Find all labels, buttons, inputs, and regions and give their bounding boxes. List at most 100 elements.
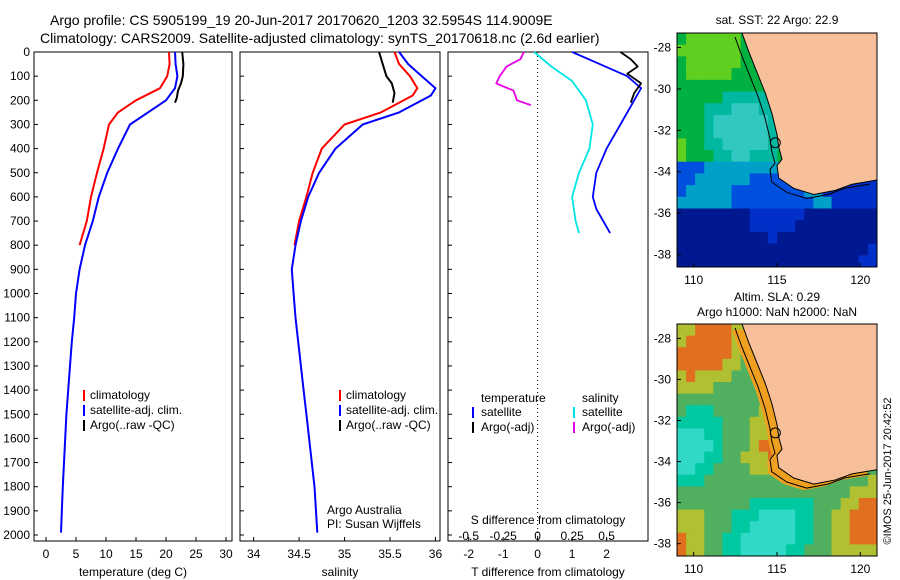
field-cell bbox=[731, 185, 742, 198]
field-cell bbox=[722, 416, 733, 429]
field-cell bbox=[677, 324, 687, 337]
field-cell bbox=[731, 114, 742, 128]
field-cell bbox=[695, 324, 705, 337]
field-cell bbox=[749, 103, 760, 116]
map-y-tick-label: -34 bbox=[654, 455, 672, 469]
field-cell bbox=[686, 68, 696, 81]
field-cell bbox=[731, 393, 742, 406]
field-cell bbox=[713, 114, 723, 128]
field-cell bbox=[831, 521, 842, 534]
field-cell bbox=[804, 208, 814, 221]
panel-frame-temperature bbox=[33, 51, 233, 542]
field-cell bbox=[704, 370, 714, 383]
field-cell bbox=[731, 451, 742, 464]
x-tick-label: 1 bbox=[569, 547, 576, 561]
field-cell bbox=[695, 544, 705, 556]
field-cell bbox=[722, 486, 733, 499]
panel-frame-salinity bbox=[239, 51, 441, 542]
x-tick-label: 15 bbox=[129, 547, 143, 561]
field-cell bbox=[767, 196, 778, 209]
field-cell bbox=[677, 208, 687, 221]
field-cell bbox=[722, 126, 733, 139]
x-axis-label: temperature (deg C) bbox=[79, 565, 187, 579]
field-cell bbox=[704, 463, 714, 476]
field-cell bbox=[704, 56, 714, 69]
field-cell bbox=[731, 103, 742, 116]
field-cell bbox=[758, 126, 769, 139]
field-cell bbox=[767, 474, 778, 487]
legend-entry: satellite-adj. clim. bbox=[90, 403, 182, 417]
field-cell bbox=[695, 474, 705, 487]
field-cell bbox=[677, 498, 687, 511]
field-cell bbox=[704, 405, 714, 418]
field-cell bbox=[731, 56, 742, 69]
field-cell bbox=[740, 393, 751, 406]
y-tick-label: 1400 bbox=[3, 383, 30, 397]
field-cell bbox=[686, 474, 696, 487]
field-cell bbox=[858, 498, 869, 511]
field-cell bbox=[795, 486, 805, 499]
field-cell bbox=[677, 56, 687, 69]
field-cell bbox=[777, 532, 787, 545]
field-cell bbox=[695, 486, 705, 499]
field-cell bbox=[822, 498, 833, 511]
field-cell bbox=[858, 474, 869, 487]
field-cell bbox=[749, 243, 760, 256]
x-tick-label: 25 bbox=[189, 547, 203, 561]
field-cell bbox=[758, 428, 769, 441]
field-cell bbox=[758, 150, 769, 163]
legend-entry: Argo(-adj) bbox=[582, 420, 635, 434]
field-cell bbox=[704, 103, 714, 116]
field-cell bbox=[867, 521, 877, 534]
field-cell bbox=[713, 532, 723, 545]
field-cell bbox=[677, 173, 687, 186]
field-cell bbox=[731, 91, 742, 104]
map-y-tick-label: -36 bbox=[654, 206, 672, 220]
field-cell bbox=[731, 208, 742, 221]
field-cell bbox=[695, 255, 705, 267]
field-cell bbox=[695, 33, 705, 46]
field-cell bbox=[740, 486, 751, 499]
field-cell bbox=[749, 393, 760, 406]
field-cell bbox=[713, 91, 723, 104]
map-field-sla bbox=[677, 324, 877, 556]
field-cell bbox=[713, 544, 723, 556]
field-cell bbox=[849, 521, 860, 534]
legend-entry: satellite bbox=[481, 405, 522, 419]
field-cell bbox=[777, 544, 787, 556]
field-cell bbox=[795, 243, 805, 256]
field-cell bbox=[704, 347, 714, 360]
x-axis-label: salinity bbox=[322, 565, 359, 579]
map-y-tick-label: -28 bbox=[654, 331, 672, 345]
field-cell bbox=[713, 33, 723, 46]
field-cell bbox=[867, 196, 877, 209]
field-cell bbox=[731, 347, 742, 360]
field-cell bbox=[677, 451, 687, 464]
field-cell bbox=[677, 196, 687, 209]
field-cell bbox=[813, 509, 823, 522]
field-cell bbox=[840, 220, 851, 233]
field-cell bbox=[713, 509, 723, 522]
map-y-tick-label: -30 bbox=[654, 372, 672, 386]
field-cell bbox=[786, 544, 796, 556]
field-cell bbox=[677, 347, 687, 360]
field-cell bbox=[686, 220, 696, 233]
field-cell bbox=[731, 416, 742, 429]
y-tick-label: 1500 bbox=[3, 407, 30, 421]
field-cell bbox=[867, 255, 877, 267]
field-cell bbox=[704, 474, 714, 487]
field-cell bbox=[849, 243, 860, 256]
field-cell bbox=[677, 161, 687, 174]
field-cell bbox=[831, 208, 842, 221]
field-cell bbox=[677, 393, 687, 406]
field-cell bbox=[695, 358, 705, 371]
field-cell bbox=[831, 486, 842, 499]
map-y-tick-label: -28 bbox=[654, 40, 672, 54]
field-cell bbox=[722, 91, 733, 104]
field-cell bbox=[713, 126, 723, 139]
field-cell bbox=[749, 68, 760, 81]
field-cell bbox=[758, 196, 769, 209]
field-cell bbox=[758, 498, 769, 511]
field-cell bbox=[713, 347, 723, 360]
field-cell bbox=[867, 544, 877, 556]
